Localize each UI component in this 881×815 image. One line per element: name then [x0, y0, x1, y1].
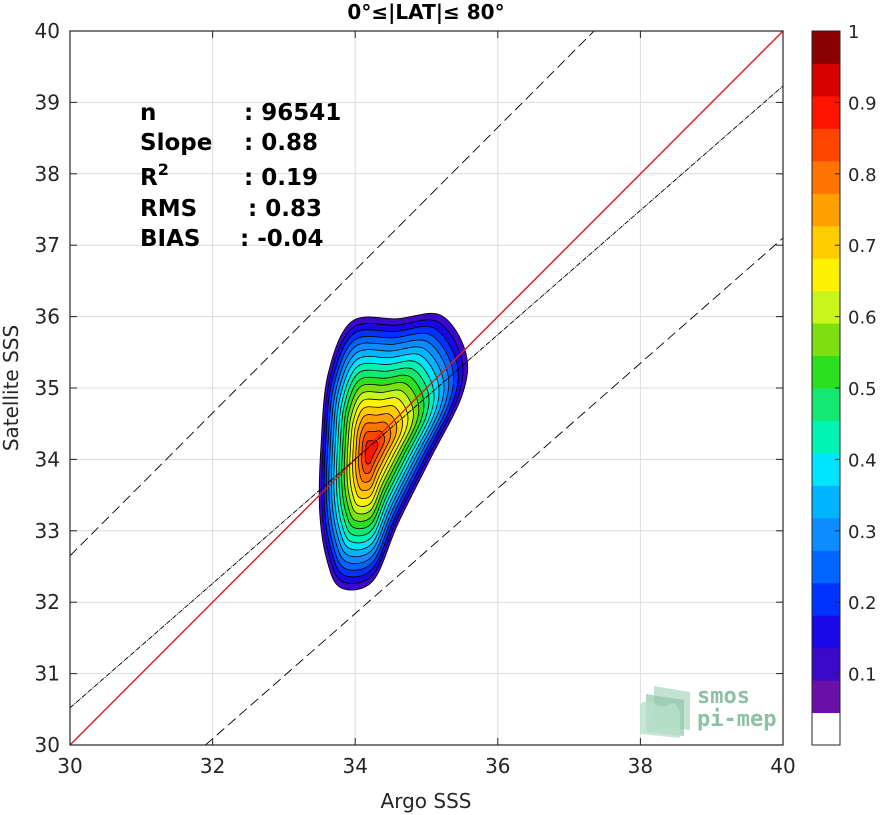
stat-r2-value: : 0.19 [244, 165, 318, 191]
logo-waves-icon [640, 686, 690, 738]
fit-line [70, 85, 783, 709]
y-tick-label: 39 [35, 90, 60, 114]
x-axis-label: Argo SSS [381, 789, 472, 813]
stat-slope-value: : 0.88 [244, 130, 318, 156]
colorbar-segment [812, 485, 840, 519]
chart-title: 0°≤|LAT|≤ 80° [347, 0, 504, 24]
colorbar-segment [812, 323, 840, 357]
upper-bound-line [70, 31, 595, 557]
colorbar-segment [812, 225, 840, 259]
stat-rms-value: : 0.83 [248, 196, 322, 222]
logo-line2: pi-mep [697, 707, 776, 732]
x-tick-label: 32 [200, 754, 225, 778]
stats-block: n : 96541 Slope : 0.88 R2 : 0.19 RMS : 0… [140, 100, 341, 252]
colorbar-segment [812, 290, 840, 324]
colorbar-segment [812, 712, 840, 746]
colorbar-segment [812, 355, 840, 389]
stat-bias-value: : -0.04 [240, 226, 324, 252]
y-tick-label: 37 [35, 233, 60, 257]
colorbar-tick-label: 0.5 [848, 379, 877, 400]
y-tick-label: 30 [35, 733, 60, 757]
y-tick-label: 40 [35, 19, 60, 43]
stat-n-label: n [140, 100, 156, 126]
colorbar-segment [812, 647, 840, 681]
reference-lines [70, 31, 783, 745]
colorbar-segment [812, 258, 840, 292]
colorbar-ticks: 0.1 0.2 0.3 0.4 0.5 0.6 0.7 0.8 0.9 1 [835, 22, 877, 686]
colorbar-tick-label: 0.1 [848, 665, 877, 686]
colorbar-segment [812, 388, 840, 421]
colorbar-segment [812, 550, 840, 584]
y-tick-label: 34 [35, 447, 60, 471]
y-tick-label: 38 [35, 162, 60, 186]
colorbar-segment [812, 680, 840, 714]
y-tick-label: 31 [35, 662, 60, 686]
axis-ticks: 30 32 34 36 38 40 30 31 32 33 34 35 36 37 38 39 40 [35, 19, 796, 778]
y-axis-label: Satellite SSS [0, 325, 23, 451]
stat-n-value: : 96541 [244, 100, 341, 126]
x-tick-label: 38 [628, 754, 653, 778]
colorbar-segment [812, 63, 840, 97]
x-tick-label: 30 [57, 754, 82, 778]
colorbar-segment [812, 517, 840, 551]
lower-bound-line [205, 237, 783, 745]
colorbar-segment [812, 582, 840, 616]
stat-bias-label: BIAS [140, 226, 200, 252]
colorbar-tick-label: 0.9 [848, 93, 877, 114]
x-tick-label: 34 [342, 754, 367, 778]
y-tick-label: 32 [35, 590, 60, 614]
stat-r2-label: R2 [140, 160, 169, 191]
y-tick-label: 35 [35, 376, 60, 400]
colorbar-segment [812, 160, 840, 194]
y-tick-label: 36 [35, 305, 60, 329]
colorbar-tick-label: 0.4 [848, 450, 877, 471]
colorbar-tick-label: 0.8 [848, 165, 877, 186]
colorbar-segment [812, 95, 840, 129]
colorbar-segment [812, 31, 840, 64]
colorbar-segment [812, 615, 840, 649]
colorbar-segment [812, 452, 840, 486]
stat-rms-label: RMS [140, 196, 197, 222]
colorbar-segment [812, 420, 840, 454]
identity-line [70, 31, 783, 745]
colorbar-tick-label: 1 [848, 22, 859, 43]
colorbar-segment [812, 193, 840, 227]
logo-line1: smos [697, 684, 750, 709]
colorbar [812, 31, 840, 746]
colorbar-tick-label: 0.7 [848, 236, 877, 257]
stat-slope-label: Slope [140, 130, 212, 156]
colorbar-segment [812, 128, 840, 162]
colorbar-tick-label: 0.2 [848, 593, 877, 614]
x-tick-label: 36 [485, 754, 510, 778]
smos-pimep-logo: smos pi-mep [640, 684, 776, 738]
x-tick-label: 40 [770, 754, 795, 778]
y-tick-label: 33 [35, 519, 60, 543]
colorbar-tick-label: 0.6 [848, 308, 877, 329]
colorbar-tick-label: 0.3 [848, 522, 877, 543]
